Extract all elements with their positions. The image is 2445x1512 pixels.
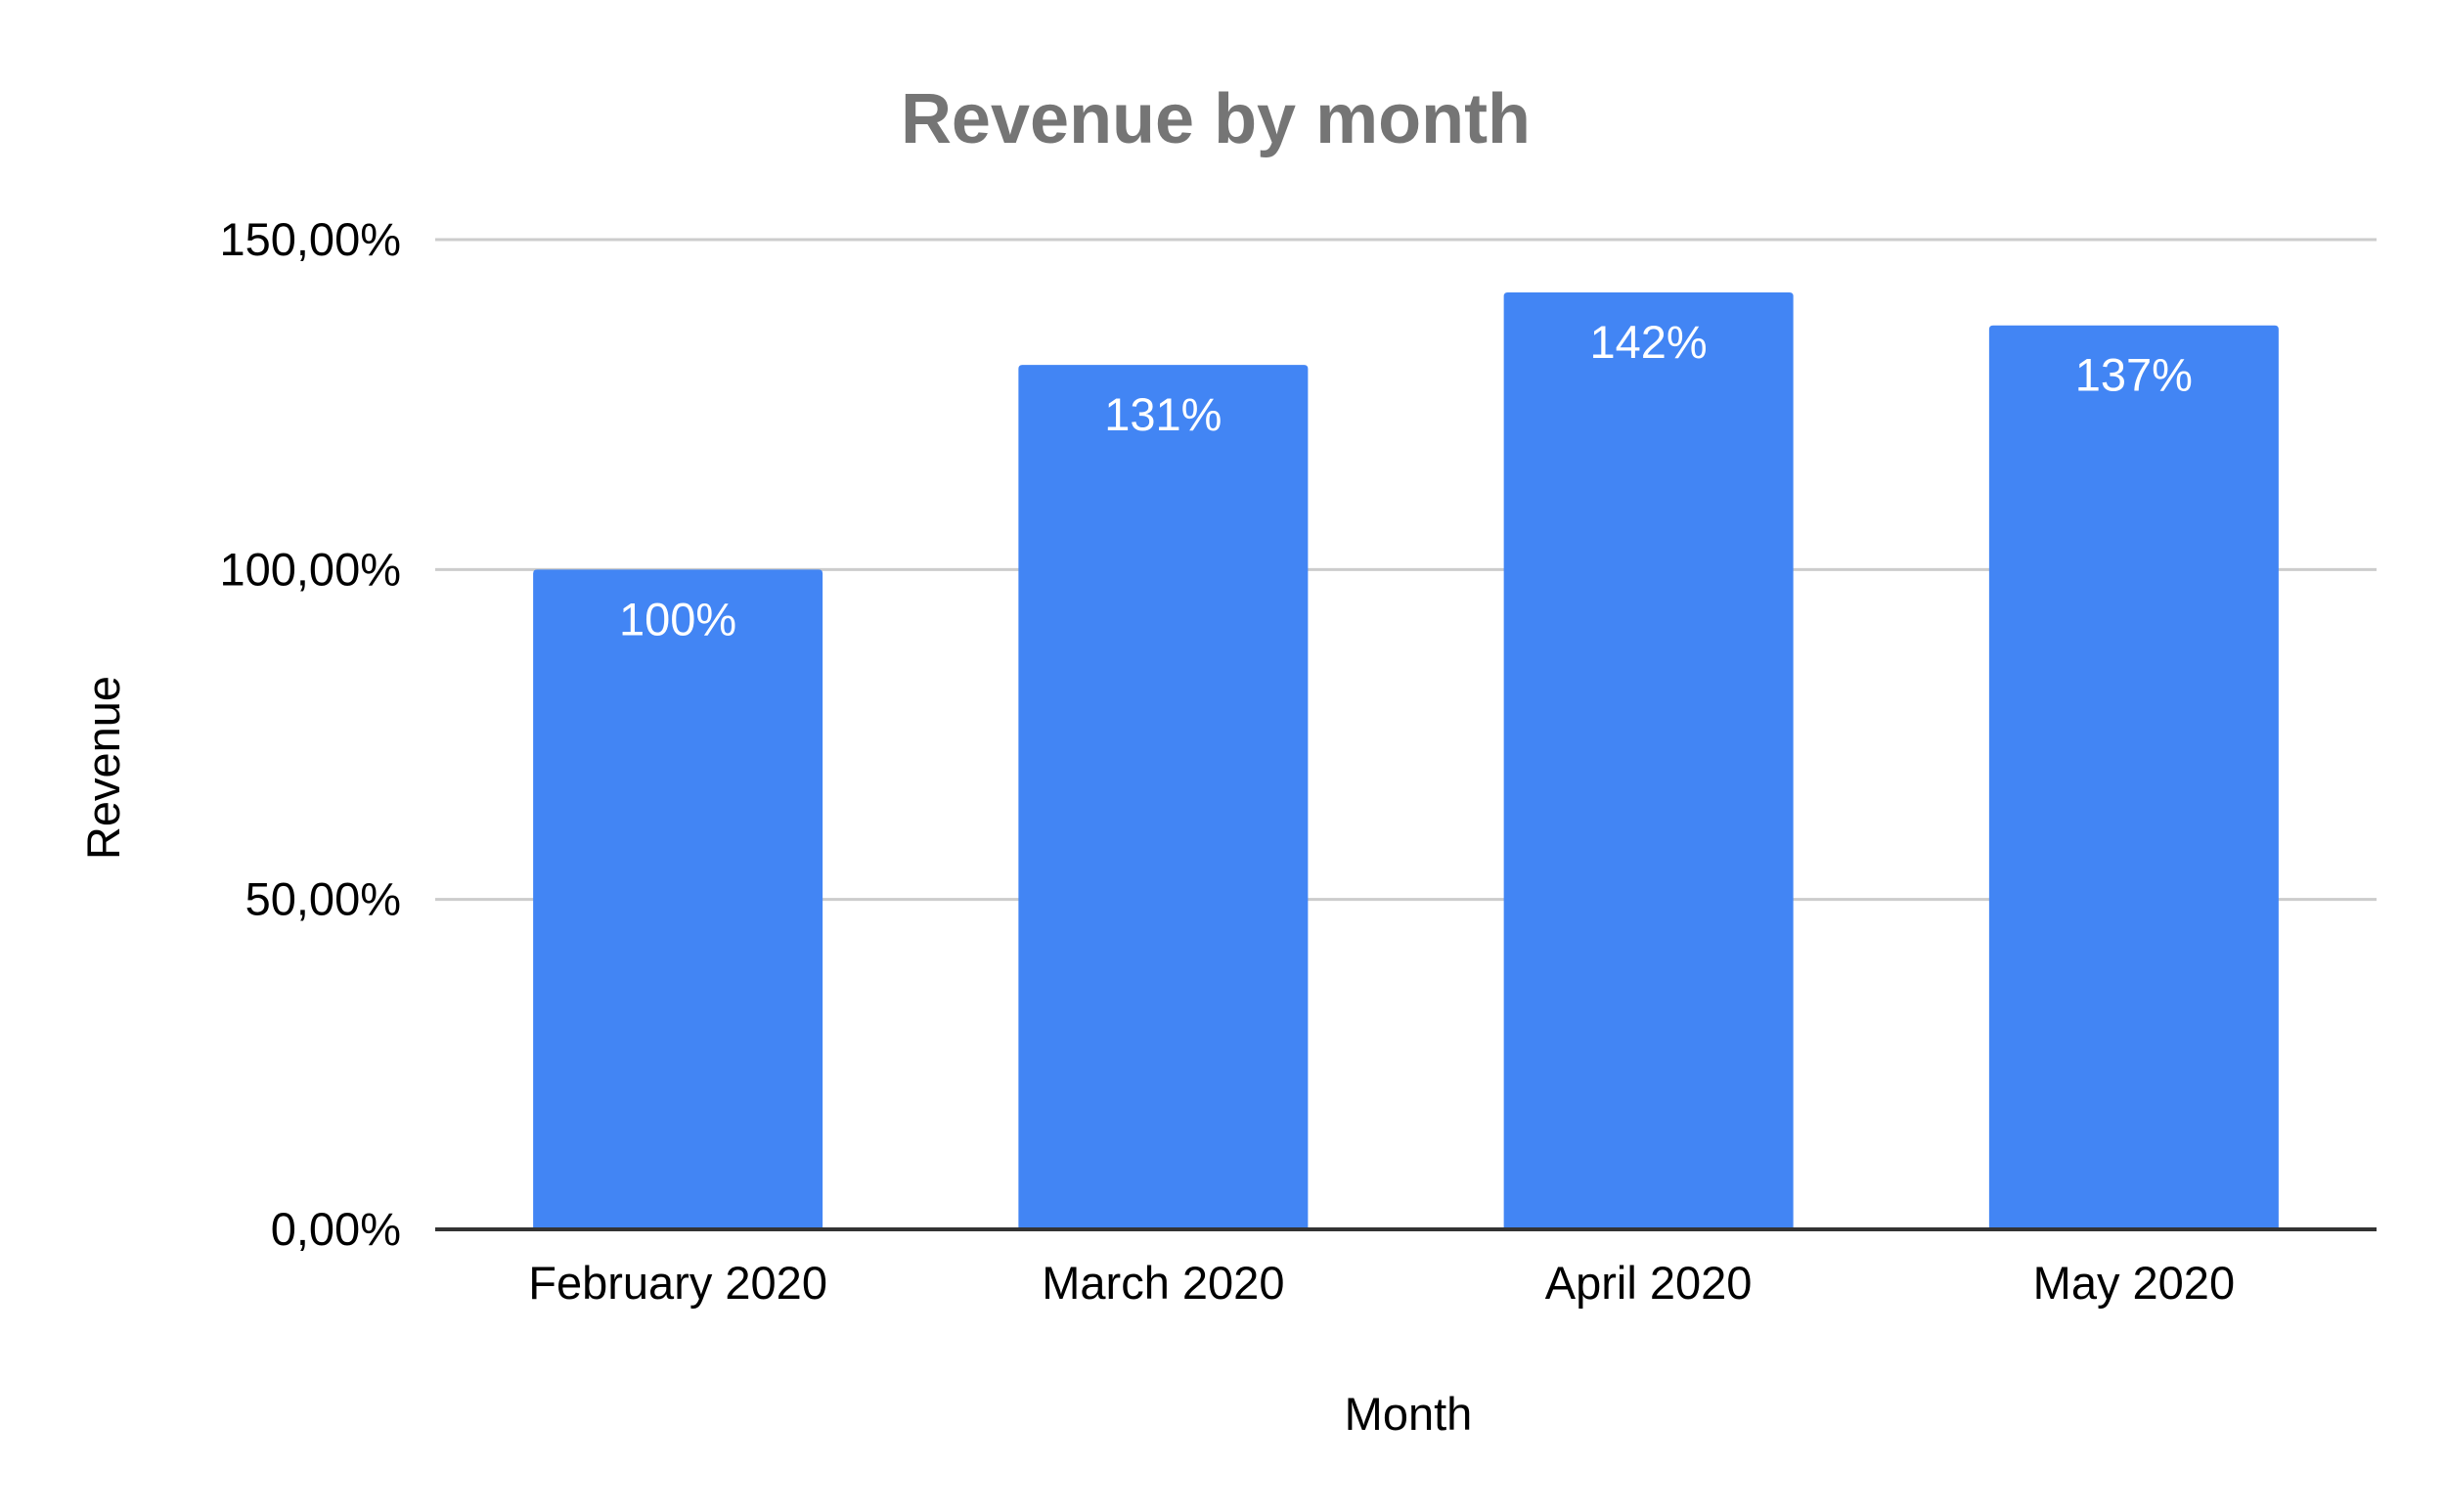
y-axis-title: Revenue [77,676,129,860]
x-tick-label: February 2020 [528,1257,827,1309]
bar [1988,325,2279,1229]
bars [533,291,2279,1230]
x-tick-label: May 2020 [2033,1257,2235,1309]
data-label: 131% [1104,388,1222,440]
data-labels: 100% 131% 142% 137% [619,316,2193,645]
y-axis-ticks: 0,00% 50,00% 100,00% 150,00% [219,213,401,1255]
y-tick-label: 100,00% [219,543,401,595]
data-label: 100% [619,593,736,645]
data-label: 142% [1590,316,1708,368]
chart-title: Revenue by month [901,80,1531,158]
x-axis-ticks: February 2020 March 2020 April 2020 May 202… [528,1257,2235,1309]
x-tick-label: March 2020 [1042,1257,1284,1309]
data-label: 137% [2075,349,2193,401]
x-tick-label: April 2020 [1545,1257,1753,1309]
bar [533,569,823,1229]
x-axis-title: Month [1345,1388,1473,1440]
bar [1503,291,1794,1229]
y-tick-label: 0,00% [271,1203,401,1255]
y-tick-label: 150,00% [219,213,401,265]
y-tick-label: 50,00% [245,873,401,925]
bar [1018,365,1309,1230]
